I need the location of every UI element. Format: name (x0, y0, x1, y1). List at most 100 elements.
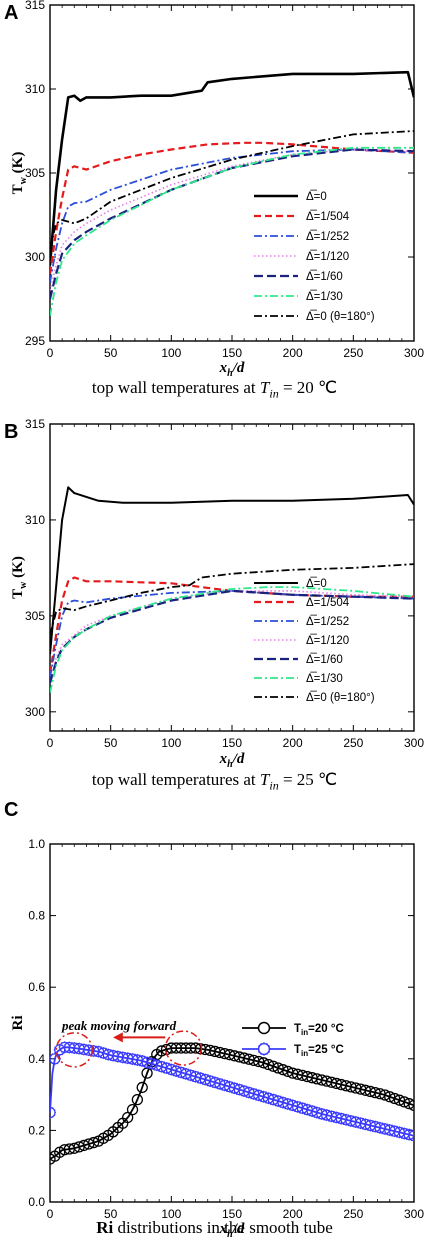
data-point (364, 1120, 377, 1131)
data-point (59, 1041, 70, 1054)
data-point (165, 1064, 178, 1075)
data-point (407, 1130, 414, 1141)
series-4 (50, 589, 414, 684)
data-point (170, 1064, 182, 1078)
x-tick-label: 50 (104, 736, 118, 750)
caption-a-suffix: = 20 ℃ (278, 378, 338, 397)
legend-label: Δ̅=0 (θ=180°) (306, 692, 375, 704)
data-point (160, 1062, 173, 1074)
data-point (388, 1125, 401, 1137)
series-5 (50, 146, 414, 316)
data-point (156, 1060, 167, 1073)
data-point (190, 1070, 201, 1083)
data-point (335, 1112, 347, 1125)
data-point (213, 1078, 226, 1090)
data-point (403, 1129, 414, 1140)
data-point (229, 1082, 240, 1095)
legend-label: Δ̅=1/60 (306, 271, 343, 283)
legend-label: Δ̅=1/504 (306, 597, 350, 609)
data-point (141, 1056, 153, 1069)
series-line (50, 589, 414, 678)
x-tick-label: 150 (222, 1207, 242, 1221)
data-point (64, 1041, 75, 1054)
data-point (349, 1116, 362, 1128)
data-point (379, 1089, 391, 1101)
y-tick-label: 300 (25, 705, 45, 719)
caption-a-math: T (259, 378, 270, 397)
data-point (112, 1050, 124, 1063)
data-point (117, 1051, 129, 1064)
data-point (107, 1049, 119, 1062)
legend-marker (257, 1021, 271, 1035)
x-tick-label: 200 (283, 736, 303, 750)
y-axis-label: Tw (K) (10, 152, 29, 195)
data-point (297, 1102, 308, 1115)
x-tick-label: 0 (47, 1207, 54, 1221)
legend-label: Δ̅=0 (θ=180°) (306, 311, 375, 323)
data-point (302, 1103, 313, 1116)
data-point (184, 1070, 197, 1081)
data-point (218, 1080, 231, 1091)
data-point (223, 1081, 236, 1092)
data-point (224, 1080, 235, 1093)
data-point (369, 1120, 381, 1133)
data-point (83, 1044, 95, 1057)
legend-label: Δ̅=1/120 (306, 635, 349, 647)
x-tick-label: 100 (161, 1207, 181, 1221)
series-line (50, 148, 414, 300)
data-point (287, 1099, 298, 1112)
caption-a-sub: in (269, 386, 279, 401)
data-point (247, 1088, 260, 1100)
data-point (383, 1124, 396, 1136)
legend-marker (258, 1042, 270, 1056)
series-line (50, 589, 414, 684)
chart-a: A 0 50 100 150 200 250 300 295 300 305 310 315 xh/d Tw… (4, 0, 424, 379)
data-point (399, 1127, 410, 1140)
data-point (296, 1102, 309, 1114)
data-point (301, 1104, 314, 1115)
y-tick-label: 295 (25, 334, 45, 348)
data-point (233, 1084, 246, 1095)
data-point (388, 1092, 401, 1105)
data-point (97, 1047, 110, 1059)
x-tick-label: 50 (104, 1207, 118, 1221)
data-point (161, 1062, 172, 1075)
data-point (243, 1086, 255, 1099)
data-point (408, 1099, 414, 1111)
data-point (141, 1057, 154, 1068)
y-tick-label: 305 (25, 609, 45, 623)
data-point (166, 1063, 177, 1076)
data-point (389, 1125, 400, 1138)
data-point (98, 1047, 109, 1060)
x-tick-label: 150 (222, 736, 242, 750)
series-5 (50, 586, 414, 693)
plot-frame (49, 423, 415, 732)
caption-b-suffix: = 25 ℃ (278, 770, 338, 789)
data-point (378, 1123, 391, 1135)
data-point (379, 1122, 391, 1135)
data-point (267, 1094, 280, 1105)
data-point (272, 1095, 285, 1107)
data-point (354, 1117, 367, 1129)
data-point (374, 1121, 386, 1134)
data-point (355, 1117, 366, 1130)
annotation-text: peak moving forward (61, 1018, 177, 1033)
y-tick-label: 310 (25, 513, 45, 527)
data-point (350, 1115, 361, 1129)
data-point (272, 1094, 284, 1108)
series-2 (50, 589, 414, 678)
data-point (340, 1114, 353, 1125)
data-point (200, 1073, 211, 1086)
series-line (50, 70, 414, 266)
data-point (238, 1084, 250, 1098)
data-point (238, 1085, 251, 1097)
x-tick-label: 50 (104, 346, 118, 360)
legend-label: Δ̅=1/30 (306, 291, 343, 303)
data-point (126, 1103, 139, 1116)
y-axis-label: Tw (K) (10, 556, 29, 599)
data-point (185, 1069, 196, 1082)
data-point (73, 1042, 85, 1055)
x-tick-label: 100 (161, 346, 181, 360)
data-point (335, 1113, 348, 1124)
data-point (373, 1122, 387, 1133)
